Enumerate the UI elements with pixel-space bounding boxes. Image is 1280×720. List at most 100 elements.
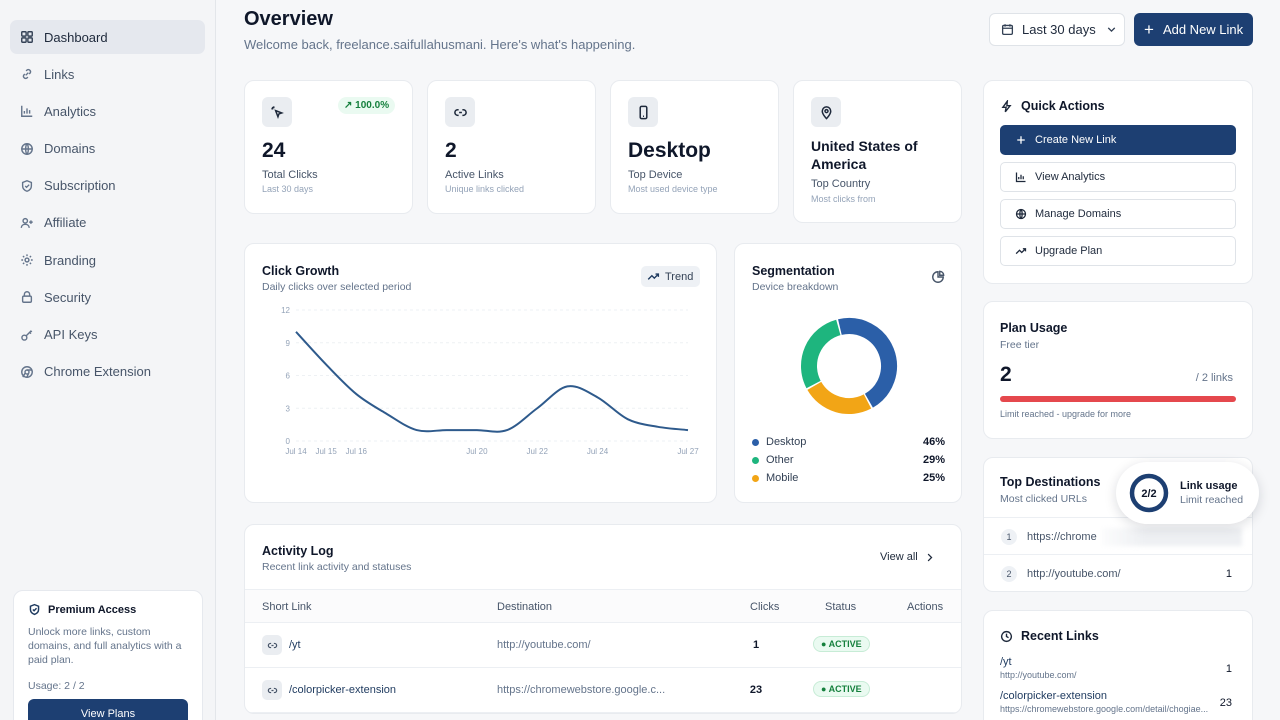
clock-icon [1000,630,1013,642]
recent-link-row[interactable]: /colorpicker-extension https://chromeweb… [1000,690,1238,714]
sidebar-item-branding[interactable]: Branding [10,243,205,277]
plus-icon: + [1144,20,1154,39]
stat-sublabel: Unique links clicked [445,184,525,194]
segmentation-title: Segmentation [752,264,835,278]
manage-domains-button[interactable]: Manage Domains [1000,199,1236,229]
view-analytics-button[interactable]: View Analytics [1000,162,1236,192]
short-link[interactable]: /yt [289,639,301,651]
donut-slice-mobile [807,381,872,414]
view-all-link[interactable]: View all [880,551,935,563]
chevron-down-icon [1107,27,1115,33]
x-tick-label: Jul 27 [677,447,699,456]
plan-usage-note: Limit reached - upgrade for more [1000,409,1132,419]
view-plans-button[interactable]: View Plans [28,699,188,720]
grid-icon [20,30,34,44]
trending-up-icon [1015,248,1027,255]
create-new-link-button[interactable]: Create New Link [1000,125,1236,155]
quick-actions-title: Quick Actions [1021,99,1105,113]
stat-value: Desktop [628,139,711,162]
x-tick-label: Jul 22 [527,447,549,456]
segmentation-subtitle: Device breakdown [752,281,839,293]
legend-dot [752,456,759,464]
cursor-click-icon [262,97,292,127]
column-header: Actions [907,601,944,613]
sidebar-item-label: Chrome Extension [44,364,151,380]
x-tick-label: Jul 24 [587,447,609,456]
sidebar-item-domains[interactable]: Domains [10,132,205,166]
y-tick-label: 12 [281,306,290,315]
trend-toggle[interactable]: Trend [641,266,700,287]
legend-label: Mobile [766,472,799,484]
status-badge: ● ACTIVE [813,681,870,697]
quick-actions-card: Quick Actions Create New Link View Analy… [983,80,1253,284]
sidebar-item-links[interactable]: Links [10,57,205,91]
destination-url: https://chromewebstore.google.c... [497,684,666,696]
toast-title: Link usage [1180,480,1238,492]
sidebar-item-label: Domains [44,141,96,157]
recent-link-row[interactable]: /yt http://youtube.com/ 1 [1000,656,1238,680]
stat-value: 24 [262,139,286,162]
globe-icon [20,142,34,156]
donut-slice-other [801,319,841,389]
upgrade-plan-button[interactable]: Upgrade Plan [1000,236,1236,266]
smartphone-icon [628,97,658,127]
sidebar-item-security[interactable]: Security [10,280,205,314]
column-header: Destination [497,601,553,613]
pie-chart-icon [932,270,945,283]
click-series-line [295,331,689,433]
destination-url: http://youtube.com/ [1027,568,1121,580]
sidebar-item-dashboard[interactable]: Dashboard [10,20,205,54]
premium-access-card: Premium Access Unlock more links, custom… [13,590,203,720]
stat-label: Total Clicks [262,169,318,181]
click-growth-subtitle: Daily clicks over selected period [262,281,412,293]
y-tick-label: 3 [286,404,291,413]
shield-check-icon [20,179,34,193]
stat-value: United States of America [811,138,918,172]
legend-value: 25% [922,472,945,484]
growth-badge: ↗ 100.0% [338,97,396,114]
rank-badge: 2 [1001,566,1017,582]
sidebar-item-subscription[interactable]: Subscription [10,169,205,203]
premium-title-row: Premium Access [28,603,188,616]
shield-icon [29,603,40,616]
short-link[interactable]: /colorpicker-extension [289,684,396,696]
date-range-select[interactable]: Last 30 days [989,13,1125,46]
toast-subtitle: Limit reached [1180,494,1244,506]
sidebar-item-affiliate[interactable]: Affiliate [10,206,205,240]
legend-value: 46% [922,436,945,448]
destination-row[interactable]: 1 https://chrome [984,517,1252,554]
legend-label: Desktop [766,436,807,448]
destination-row[interactable]: 2 http://youtube.com/ 1 [984,554,1252,591]
date-range-label: Last 30 days [1022,22,1096,37]
lock-icon [20,290,34,304]
sidebar-item-label: Subscription [44,178,116,194]
plan-usage-card: Plan Usage Free tier 2 / 2 links Limit r… [983,301,1253,439]
map-pin-icon [811,97,841,127]
key-icon [20,328,34,342]
quick-actions-header: Quick Actions [1000,99,1105,113]
premium-usage: Usage: 2 / 2 [28,680,85,692]
add-new-link-label: Add New Link [1162,22,1244,37]
stat-label: Top Device [628,169,683,181]
table-row[interactable]: /yt http://youtube.com/ 1 ● ACTIVE [245,623,961,668]
click-growth-chart: 0 3 6 9 12 Jul 14 Jul 15 Jul 16 Jul 20 Jul 22 Jul … [281,306,699,456]
sidebar-nav: Dashboard Links Analytics Domains Subscr… [0,0,215,389]
click-growth-card: Click Growth Daily clicks over selected … [244,243,717,503]
sidebar-item-chrome-extension[interactable]: Chrome Extension [10,355,205,389]
stat-label: Top Country [811,178,871,190]
sidebar-item-api-keys[interactable]: API Keys [10,318,205,352]
chevron-right-icon [927,553,933,561]
status-badge: ● ACTIVE [813,636,870,652]
add-new-link-button[interactable]: + Add New Link [1134,13,1253,46]
link-icon [445,97,475,127]
recent-link-title: /yt [1000,656,1012,668]
sidebar-item-analytics[interactable]: Analytics [10,94,205,128]
recent-link-count: 23 [1219,697,1232,709]
recent-link-url: http://youtube.com/ [1000,670,1077,680]
calendar-icon [1001,24,1014,36]
chrome-icon [20,365,34,379]
page-title: Overview [244,8,333,30]
table-row[interactable]: /colorpicker-extension https://chromeweb… [245,668,961,713]
stat-value: 2 [445,139,457,162]
x-tick-label: Jul 14 [285,447,307,456]
